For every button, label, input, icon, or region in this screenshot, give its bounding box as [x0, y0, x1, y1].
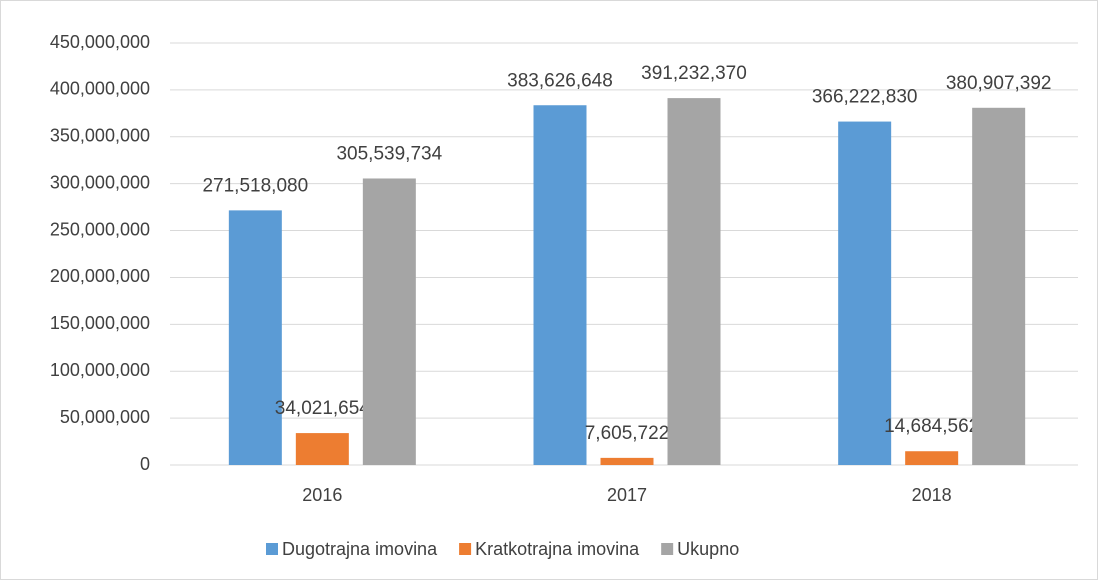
- data-label: 14,684,562: [884, 416, 979, 437]
- bar: [362, 178, 416, 466]
- y-tick-label: 350,000,000: [50, 126, 150, 146]
- bar: [972, 107, 1026, 465]
- legend-swatch: [459, 543, 472, 555]
- legend-label: Ukupno: [677, 539, 739, 559]
- data-label: 380,907,392: [946, 73, 1052, 94]
- legend-swatch: [266, 543, 278, 555]
- y-tick-label: 150,000,000: [50, 313, 150, 333]
- bar: [228, 210, 282, 465]
- data-label: 34,021,654: [275, 398, 371, 419]
- y-tick-label: 450,000,000: [50, 32, 150, 52]
- y-tick-label: 250,000,000: [50, 219, 150, 239]
- y-tick-label: 400,000,000: [50, 79, 150, 99]
- x-tick-label: 2017: [607, 485, 647, 505]
- data-label: 305,539,734: [336, 143, 442, 164]
- data-label: 383,626,648: [507, 70, 613, 91]
- x-tick-label: 2016: [302, 485, 342, 505]
- bar: [905, 451, 959, 465]
- data-label: 366,222,830: [812, 87, 918, 108]
- y-tick-label: 300,000,000: [50, 172, 150, 192]
- y-tick-label: 50,000,000: [60, 407, 150, 427]
- y-tick-label: 0: [140, 454, 150, 474]
- bar: [533, 105, 587, 465]
- bar: [600, 457, 654, 465]
- bar: [667, 98, 721, 466]
- bar: [295, 433, 349, 465]
- legend-label: Dugotrajna imovina: [282, 539, 438, 559]
- legend-label: Kratkotrajna imovina: [475, 539, 640, 559]
- y-tick-label: 100,000,000: [50, 360, 150, 380]
- legend-swatch: [661, 543, 674, 555]
- data-label: 391,232,370: [641, 63, 747, 84]
- data-label: 271,518,080: [202, 175, 308, 196]
- data-label: 7,605,722: [585, 423, 670, 444]
- x-tick-label: 2018: [912, 485, 952, 505]
- y-tick-label: 200,000,000: [50, 266, 150, 286]
- bar: [838, 121, 892, 466]
